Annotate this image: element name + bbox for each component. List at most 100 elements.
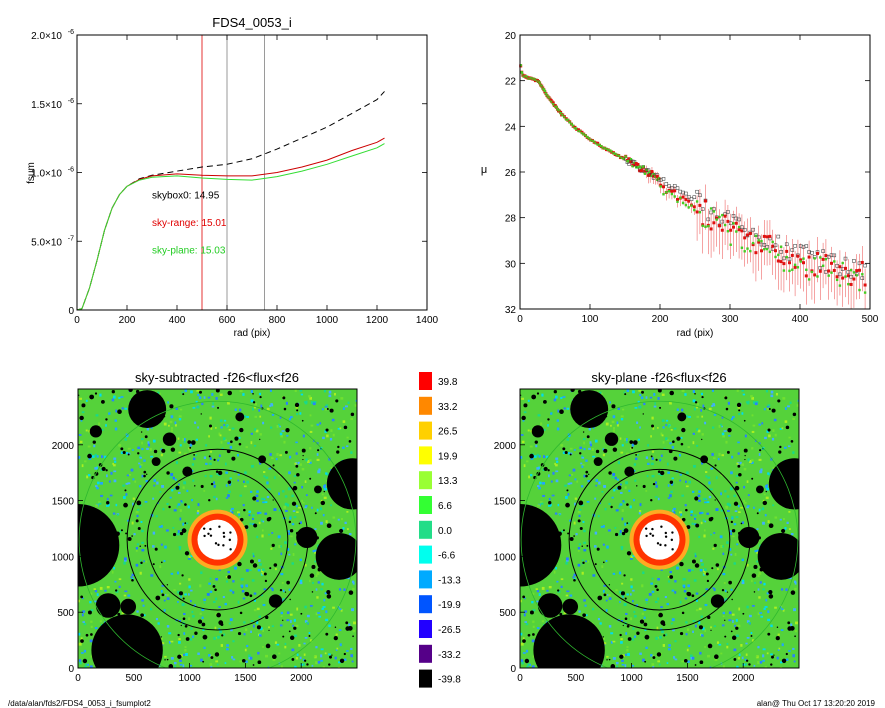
masked-star — [296, 472, 300, 477]
noise-pixel — [743, 467, 747, 471]
noise-pixel — [615, 589, 618, 592]
noise-pixel — [770, 653, 773, 656]
noise-pixel — [303, 663, 306, 666]
core-star — [659, 543, 662, 547]
noise-pixel — [82, 621, 85, 623]
noise-pixel — [569, 519, 572, 522]
masked-star — [577, 519, 581, 523]
masked-star — [691, 594, 695, 598]
noise-pixel — [89, 665, 93, 668]
noise-pixel — [80, 418, 83, 422]
profile-point-plane — [858, 288, 861, 292]
noise-pixel — [93, 588, 96, 591]
noise-pixel — [111, 570, 114, 574]
noise-pixel — [673, 427, 677, 430]
masked-star — [626, 503, 629, 506]
star-mask-6 — [151, 457, 161, 467]
noise-pixel — [227, 570, 230, 574]
sky-plane-x-ticks: 0 500 1000 1500 2000 — [517, 663, 755, 684]
masked-star — [326, 408, 329, 410]
noise-pixel — [314, 550, 317, 554]
noise-pixel — [106, 474, 108, 478]
noise-pixel — [251, 514, 255, 517]
fsum-x-tick-label: 400 — [169, 315, 186, 326]
masked-star — [212, 584, 216, 588]
noise-pixel — [164, 655, 167, 658]
sky-subtracted-image — [78, 389, 357, 668]
noise-pixel — [135, 548, 138, 552]
noise-pixel — [105, 505, 109, 507]
masked-star — [201, 622, 206, 627]
noise-pixel — [583, 599, 586, 602]
noise-pixel — [633, 610, 636, 614]
noise-pixel — [624, 653, 627, 656]
noise-pixel — [612, 430, 615, 432]
profile-point-plane — [740, 246, 744, 249]
masked-star — [626, 522, 629, 524]
noise-pixel — [766, 487, 770, 491]
noise-pixel — [209, 450, 213, 453]
noise-pixel — [254, 444, 257, 447]
noise-pixel — [760, 468, 763, 472]
star-mask-1 — [570, 390, 609, 429]
noise-pixel — [316, 571, 320, 575]
noise-pixel — [196, 512, 199, 515]
image-x-tick-label: 0 — [75, 673, 81, 684]
noise-pixel — [609, 401, 611, 404]
profile-point-range — [687, 199, 691, 203]
noise-pixel — [690, 657, 694, 660]
noise-pixel — [100, 455, 104, 459]
masked-star — [619, 633, 622, 637]
noise-pixel — [641, 584, 644, 588]
noise-pixel — [227, 442, 230, 445]
noise-pixel — [245, 446, 248, 449]
masked-star — [566, 489, 569, 492]
profile-point-plane — [863, 291, 867, 294]
noise-pixel — [711, 404, 714, 407]
noise-pixel — [678, 453, 681, 457]
noise-pixel — [174, 421, 177, 425]
masked-star — [738, 409, 741, 412]
masked-star — [143, 474, 146, 478]
noise-pixel — [588, 428, 591, 431]
noise-pixel — [105, 424, 107, 427]
noise-pixel — [777, 649, 780, 651]
noise-pixel — [715, 508, 719, 511]
noise-pixel — [541, 620, 545, 623]
fsum-x-tick-label: 1200 — [366, 315, 389, 326]
profile-y-tick-label: 28 — [505, 214, 517, 225]
noise-pixel — [730, 588, 733, 591]
masked-star — [792, 412, 797, 417]
noise-pixel — [237, 600, 240, 604]
noise-pixel — [746, 563, 749, 567]
colorbar-label: -26.5 — [438, 625, 461, 636]
noise-pixel — [635, 452, 639, 455]
noise-pixel — [175, 407, 178, 410]
masked-star — [286, 580, 290, 585]
noise-pixel — [106, 585, 110, 589]
noise-pixel — [529, 474, 533, 477]
noise-pixel — [676, 408, 679, 412]
masked-star — [694, 664, 697, 666]
noise-pixel — [191, 610, 194, 614]
noise-pixel — [280, 545, 282, 548]
masked-star — [169, 404, 174, 409]
noise-pixel — [645, 396, 648, 399]
masked-star — [87, 610, 92, 615]
noise-pixel — [253, 609, 257, 612]
noise-pixel — [118, 444, 122, 447]
noise-pixel — [115, 503, 118, 507]
noise-pixel — [179, 509, 182, 512]
profile-point-range — [676, 198, 679, 202]
noise-pixel — [225, 484, 228, 487]
masked-star — [334, 626, 337, 628]
masked-star — [155, 595, 161, 601]
noise-pixel — [664, 595, 667, 599]
image-x-tick-label: 1000 — [178, 673, 201, 684]
noise-pixel — [542, 494, 546, 497]
noise-pixel — [592, 426, 595, 429]
profile-y-tick-label: 30 — [505, 259, 517, 270]
profile-points — [519, 64, 867, 309]
masked-star — [753, 564, 758, 569]
noise-pixel — [623, 391, 626, 394]
